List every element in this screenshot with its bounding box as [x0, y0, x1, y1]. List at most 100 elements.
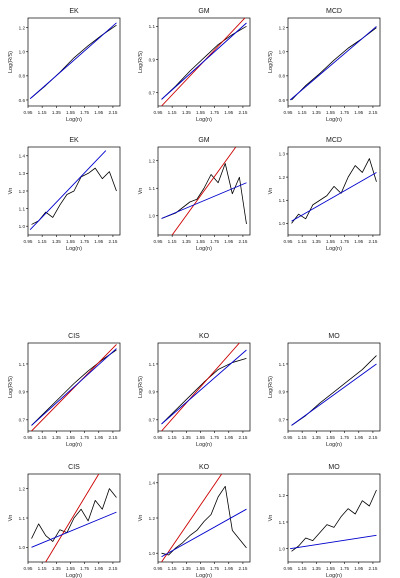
plot-area [29, 22, 117, 100]
x-tick-label: 2.15 [238, 110, 247, 115]
x-tick-label: 1.55 [66, 110, 75, 115]
x-tick-label: 0.95 [154, 239, 163, 244]
y-tick-label: 1.4 [19, 154, 26, 159]
plot-frame [27, 342, 121, 432]
x-tick-label: 1.15 [38, 435, 47, 440]
data-series-line [291, 27, 377, 101]
x-tick-label: 1.75 [80, 566, 89, 571]
y-tick-label: 0.9 [149, 390, 156, 395]
chart-title: MO [328, 333, 340, 340]
fit-line-blue [291, 363, 377, 426]
chart-panel-8: KO 0.95 1.15 1.35 1.55 1.75 1.95 2.15 Log(n) 0.7 0… [138, 333, 251, 448]
y-tick-label: 0.8 [279, 74, 286, 79]
x-tick-label: 1.15 [38, 566, 47, 571]
x-tick-label: 1.35 [52, 239, 61, 244]
plot-area [289, 26, 377, 101]
x-axis-label: Log(n) [66, 442, 82, 448]
y-tick-label: 1.2 [279, 175, 286, 180]
data-series-line [161, 357, 247, 425]
chart-title: CIS [68, 333, 80, 340]
chart-panel-1: EK 0.95 1.15 1.35 1.55 1.75 1.95 2.15 Log(n) 0.6 0… [8, 8, 121, 123]
y-tick-label: 1.1 [279, 520, 286, 525]
plot-area [31, 344, 117, 431]
x-tick-label: 0.95 [24, 110, 33, 115]
chart-title: GM [198, 137, 209, 144]
x-tick-label: 1.35 [52, 435, 61, 440]
y-tick-label: 0.9 [19, 390, 26, 395]
y-axis-label: Log(R/S) [268, 51, 274, 73]
x-axis-label: Log(n) [196, 573, 212, 578]
chart-panel-10: CIS 0.95 1.15 1.35 1.55 1.75 1.95 2.15 Log(n) 1.0… [8, 464, 121, 578]
y-tick-label: 1.1 [279, 362, 286, 367]
x-tick-label: 1.35 [52, 110, 61, 115]
x-axis-label: Log(n) [66, 117, 82, 123]
plot-frame [27, 17, 121, 107]
x-tick-label: 1.95 [224, 239, 233, 244]
chart-title: CIS [68, 464, 80, 471]
x-tick-label: 1.95 [354, 435, 363, 440]
y-tick-label: 1.2 [19, 486, 26, 491]
fit-line-red [45, 474, 100, 562]
chart-panel-9: MO 0.95 1.15 1.35 1.55 1.75 1.95 2.15 Log(n) 0.7 0… [268, 333, 381, 448]
x-tick-label: 1.35 [312, 435, 321, 440]
chart-title: MCD [326, 137, 342, 144]
y-tick-label: 1.0 [149, 214, 156, 219]
fit-line-red [171, 147, 237, 235]
y-tick-label: 1.0 [19, 50, 26, 55]
x-tick-label: 1.55 [326, 566, 335, 571]
x-tick-label: 1.95 [94, 239, 103, 244]
x-axis-label: Log(n) [326, 573, 342, 578]
plot-frame [157, 342, 251, 432]
data-series-line [291, 355, 377, 426]
y-tick-label: 1.1 [279, 198, 286, 203]
y-tick-label: 0.7 [149, 418, 156, 423]
x-tick-label: 1.15 [298, 239, 307, 244]
y-tick-label: 0.7 [149, 91, 156, 96]
x-tick-label: 2.15 [368, 435, 377, 440]
y-tick-label: 1.0 [149, 551, 156, 556]
plot-frame [157, 17, 251, 107]
chart-panel-11: KO 0.95 1.15 1.35 1.55 1.75 1.95 2.15 Log(n) 1.0 1… [138, 464, 251, 578]
x-tick-label: 0.95 [154, 566, 163, 571]
y-tick-label: 1.0 [279, 50, 286, 55]
fit-line-blue [161, 22, 247, 100]
x-tick-label: 1.55 [326, 435, 335, 440]
x-axis-label: Log(n) [196, 117, 212, 123]
data-series-line [31, 488, 117, 542]
x-tick-label: 2.15 [368, 110, 377, 115]
x-tick-label: 2.15 [238, 435, 247, 440]
x-tick-label: 1.15 [298, 566, 307, 571]
x-tick-label: 1.55 [196, 566, 205, 571]
x-tick-label: 1.55 [326, 110, 335, 115]
fit-line-red [161, 474, 223, 562]
x-tick-label: 1.55 [196, 239, 205, 244]
y-tick-label: 1.1 [19, 362, 26, 367]
y-tick-label: 1.1 [19, 206, 26, 211]
fit-line-blue [31, 348, 117, 426]
x-tick-label: 1.15 [38, 110, 47, 115]
y-tick-label: 1.2 [279, 25, 286, 30]
x-tick-label: 1.35 [182, 110, 191, 115]
x-tick-label: 0.95 [284, 239, 293, 244]
plot-frame [157, 473, 251, 563]
fit-line-blue [31, 511, 117, 548]
chart-title: KO [199, 333, 210, 340]
y-tick-label: 1.3 [279, 152, 286, 157]
fit-line-blue [161, 349, 247, 425]
plot-frame [157, 146, 251, 236]
chart-panel-7: CIS 0.95 1.15 1.35 1.55 1.75 1.95 2.15 Log(n) 0.7… [8, 333, 121, 448]
x-tick-label: 1.75 [210, 110, 219, 115]
chart-title: EK [69, 137, 79, 144]
x-tick-label: 1.75 [340, 239, 349, 244]
y-tick-label: 0.6 [279, 98, 286, 103]
plot-area [161, 18, 247, 106]
chart-title: KO [199, 464, 210, 471]
y-tick-label: 1.2 [149, 159, 156, 164]
x-tick-label: 1.75 [80, 435, 89, 440]
chart-title: MCD [326, 8, 342, 15]
fit-line-blue [29, 22, 117, 100]
x-axis-label: Log(n) [326, 117, 342, 123]
y-tick-label: 1.0 [279, 546, 286, 551]
y-tick-label: 1.1 [149, 24, 156, 29]
